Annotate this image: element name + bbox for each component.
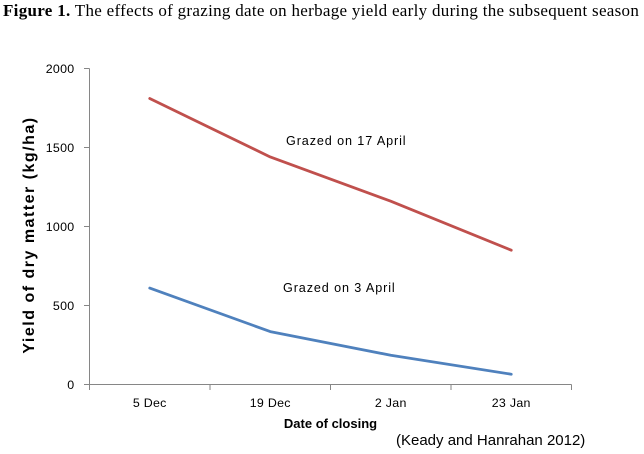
x-axis-title: Date of closing xyxy=(283,416,378,431)
x-tick-label: 19 Dec xyxy=(250,396,291,410)
figure-label: Figure 1. xyxy=(3,1,71,20)
series-label-grazed-3-april: Grazed on 3 April xyxy=(283,281,396,295)
series-line-1 xyxy=(148,97,513,252)
y-tick-label: 1500 xyxy=(46,141,75,155)
citation: (Keady and Hanrahan 2012) xyxy=(396,432,586,449)
y-tick-label: 1000 xyxy=(46,220,75,234)
series-label-grazed-17-april: Grazed on 17 April xyxy=(286,134,407,148)
y-axis-title: Yield of dry matter (kg/ha) xyxy=(21,116,38,354)
series-line-2 xyxy=(148,286,513,376)
figure-title-text: The effects of grazing date on herbage y… xyxy=(74,1,640,20)
y-tick-label: 500 xyxy=(53,299,75,313)
figure-title: Figure 1. The effects of grazing date on… xyxy=(3,1,644,21)
y-tick-label: 2000 xyxy=(46,62,75,76)
x-tick-label: 2 Jan xyxy=(375,396,407,410)
y-tick-label: 0 xyxy=(67,378,74,392)
x-tick-label: 5 Dec xyxy=(133,396,167,410)
x-tick-label: 23 Jan xyxy=(492,396,531,410)
